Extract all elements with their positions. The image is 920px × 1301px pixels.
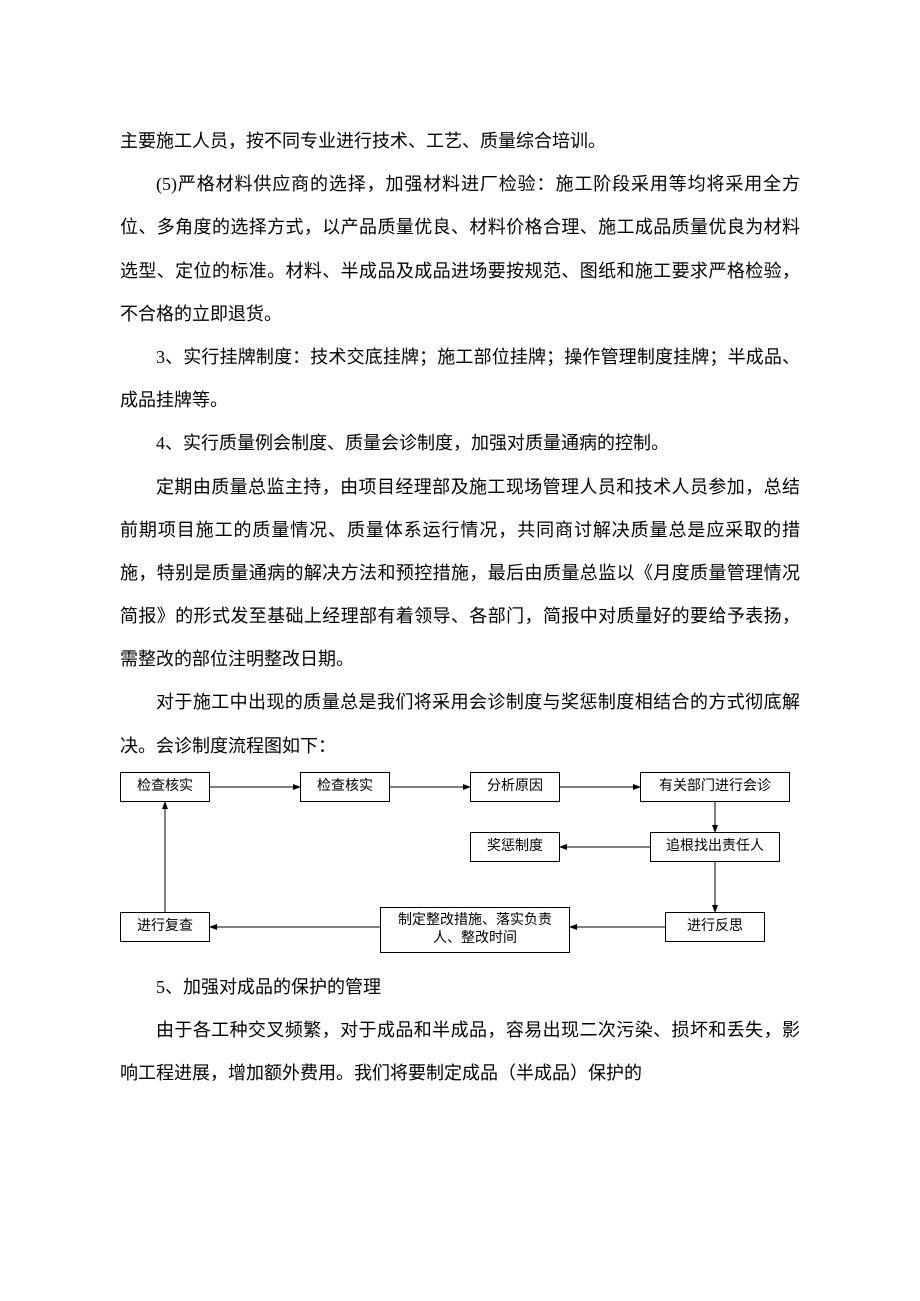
flowchart-node-n3: 分析原因	[470, 772, 560, 802]
flowchart-node-n2: 检查核实	[300, 772, 390, 802]
paragraph-1: 主要施工人员，按不同专业进行技术、工艺、质量综合培训。	[120, 120, 800, 163]
flowchart-node-n6: 追根找出责任人	[650, 832, 780, 862]
flowchart-node-n4: 有关部门进行会诊	[640, 772, 790, 802]
paragraph-2: (5)严格材料供应商的选择，加强材料进厂检验：施工阶段采用等均将采用全方位、多角…	[120, 163, 800, 336]
paragraph-8: 由于各工种交叉频繁，对于成品和半成品，容易出现二次污染、损坏和丢失，影响工程进展…	[120, 1009, 800, 1095]
flowchart-node-n8: 制定整改措施、落实负责人、整改时间	[380, 907, 570, 953]
flowchart-node-n7: 进行复查	[120, 912, 210, 942]
paragraph-5: 定期由质量总监主持，由项目经理部及施工现场管理人员和技术人员参加，总结前期项目施…	[120, 466, 800, 682]
paragraph-3: 3、实行挂牌制度：技术交底挂牌；施工部位挂牌；操作管理制度挂牌；半成品、成品挂牌…	[120, 336, 800, 422]
paragraph-7: 5、加强对成品的保护的管理	[120, 966, 800, 1009]
flowchart-node-n9: 进行反思	[665, 912, 765, 942]
paragraph-6: 对于施工中出现的质量总是我们将采用会诊制度与奖惩制度相结合的方式彻底解决。会诊制…	[120, 681, 800, 767]
flowchart-node-n5: 奖惩制度	[470, 832, 560, 862]
paragraph-4: 4、实行质量例会制度、质量会诊制度，加强对质量通病的控制。	[120, 422, 800, 465]
flowchart-node-n1: 检查核实	[120, 772, 210, 802]
flowchart-consultation-process: 检查核实 检查核实 分析原因 有关部门进行会诊奖惩制度 追根找出责任人进行复查 制定整改措…	[120, 772, 800, 962]
